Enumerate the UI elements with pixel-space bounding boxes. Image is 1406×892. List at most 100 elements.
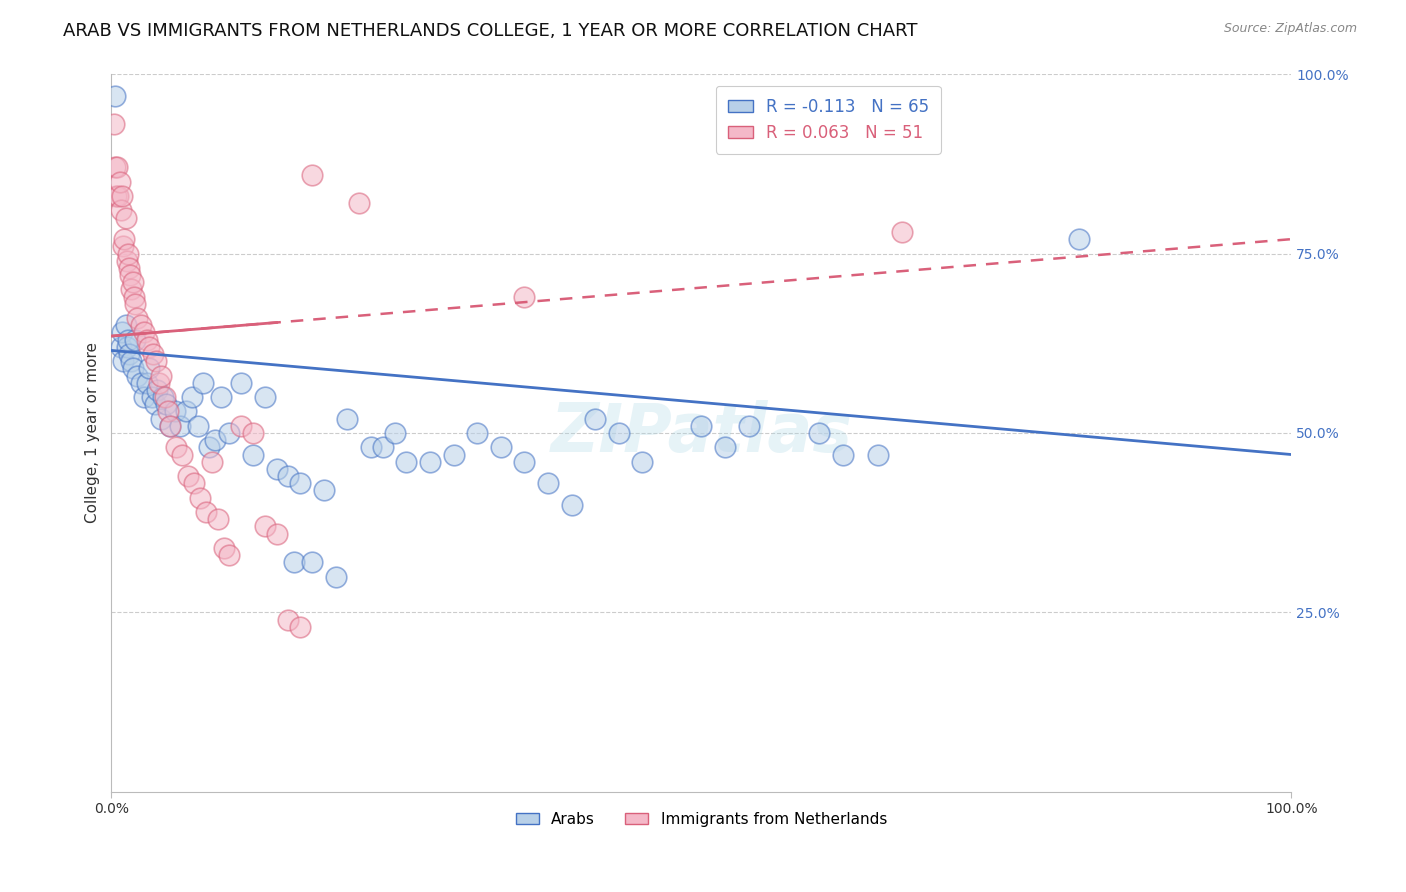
Point [231, 376, 253, 390]
Point [103, 117, 125, 131]
Point [138, 361, 160, 376]
Point [537, 476, 560, 491]
Point [489, 441, 512, 455]
Point [110, 203, 132, 218]
Point [207, 512, 229, 526]
Point [112, 239, 135, 253]
Point [301, 168, 323, 182]
Point [212, 541, 235, 555]
Point [124, 297, 146, 311]
Point [266, 526, 288, 541]
Point [808, 425, 831, 440]
Point [124, 333, 146, 347]
Point [266, 462, 288, 476]
Point [714, 441, 737, 455]
Point [301, 555, 323, 569]
Text: ZIPatlas: ZIPatlas [550, 400, 852, 466]
Point [183, 476, 205, 491]
Point [384, 425, 406, 440]
Point [121, 361, 143, 376]
Point [607, 425, 630, 440]
Point [145, 354, 167, 368]
Point [277, 469, 299, 483]
Point [631, 455, 654, 469]
Point [218, 425, 240, 440]
Point [121, 354, 143, 368]
Point [395, 455, 418, 469]
Point [146, 383, 169, 397]
Point [193, 376, 215, 390]
Y-axis label: College, 1 year or more: College, 1 year or more [86, 343, 100, 524]
Point [105, 161, 128, 175]
Point [561, 498, 583, 512]
Point [148, 376, 170, 390]
Point [419, 455, 441, 469]
Point [336, 411, 359, 425]
Point [159, 418, 181, 433]
Point [209, 390, 232, 404]
Point [111, 189, 134, 203]
Point [737, 418, 759, 433]
Point [172, 448, 194, 462]
Point [143, 397, 166, 411]
Point [105, 189, 128, 203]
Point [218, 548, 240, 562]
Point [157, 404, 180, 418]
Point [108, 175, 131, 189]
Point [129, 318, 152, 333]
Point [204, 433, 226, 447]
Text: ARAB VS IMMIGRANTS FROM NETHERLANDS COLLEGE, 1 YEAR OR MORE CORRELATION CHART: ARAB VS IMMIGRANTS FROM NETHERLANDS COLL… [63, 22, 918, 40]
Point [112, 354, 135, 368]
Point [253, 390, 276, 404]
Point [371, 441, 394, 455]
Point [118, 347, 141, 361]
Point [134, 326, 156, 340]
Point [152, 390, 174, 404]
Point [153, 390, 176, 404]
Point [114, 318, 136, 333]
Point [155, 397, 177, 411]
Point [290, 476, 312, 491]
Point [443, 448, 465, 462]
Point [242, 448, 264, 462]
Point [312, 483, 335, 498]
Point [135, 376, 157, 390]
Point [360, 441, 382, 455]
Point [149, 368, 172, 383]
Point [165, 441, 187, 455]
Point [187, 418, 209, 433]
Point [231, 418, 253, 433]
Point [169, 418, 191, 433]
Point [121, 282, 143, 296]
Point [832, 448, 855, 462]
Point [174, 404, 197, 418]
Point [583, 411, 606, 425]
Point [201, 455, 224, 469]
Point [188, 491, 211, 505]
Point [198, 441, 221, 455]
Point [117, 246, 139, 260]
Point [121, 275, 143, 289]
Point [465, 425, 488, 440]
Point [110, 340, 132, 354]
Point [165, 404, 187, 418]
Point [242, 425, 264, 440]
Point [115, 253, 138, 268]
Point [127, 368, 149, 383]
Point [127, 311, 149, 326]
Point [107, 189, 129, 203]
Point [104, 88, 127, 103]
Point [194, 505, 217, 519]
Point [104, 161, 127, 175]
Point [149, 411, 172, 425]
Point [135, 333, 157, 347]
Point [253, 519, 276, 533]
Point [690, 418, 713, 433]
Point [513, 455, 536, 469]
Point [141, 390, 163, 404]
Point [117, 333, 139, 347]
Point [159, 418, 181, 433]
Point [277, 613, 299, 627]
Point [120, 268, 142, 282]
Point [129, 376, 152, 390]
